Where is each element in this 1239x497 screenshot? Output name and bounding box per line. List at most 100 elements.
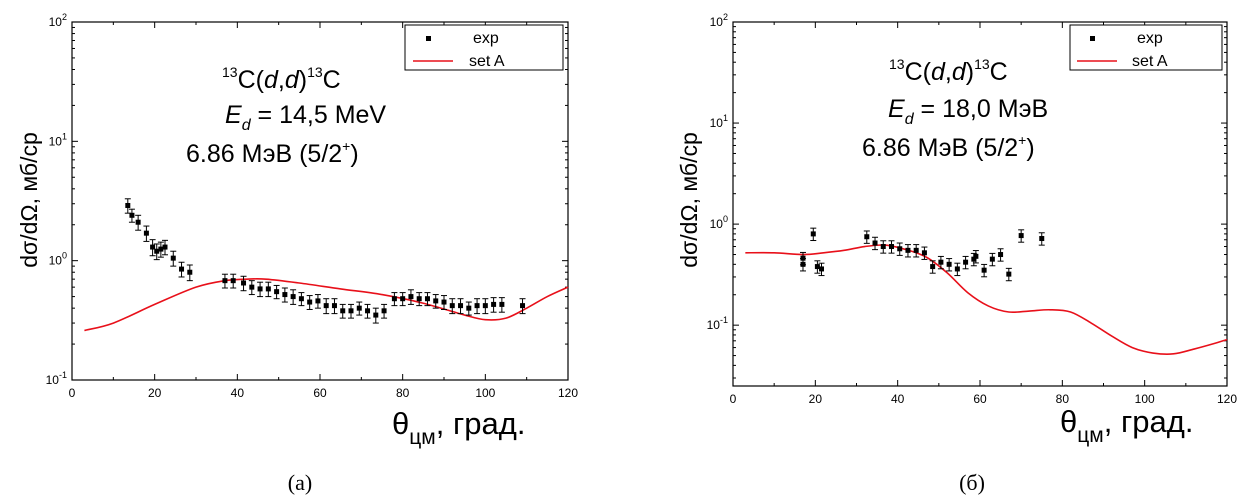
legend-exp-marker	[426, 36, 431, 41]
data-point	[441, 295, 447, 310]
data-point	[937, 255, 944, 270]
data-point	[391, 292, 398, 307]
point-marker	[222, 278, 228, 284]
x-tick-label: 80	[396, 386, 410, 400]
legend-exp-label-b: exp	[1137, 30, 1163, 47]
reaction-annotation-a: 13C(d,d)13C Ed = 14,5 MeV 6.86 МэВ (5/2+…	[186, 64, 386, 168]
data-point	[356, 301, 363, 316]
axis-ticks-a: 0 20 40 60 80 100 120 10-1 100 101 102	[46, 12, 579, 400]
data-point	[178, 261, 185, 278]
data-point	[143, 225, 150, 242]
data-point	[230, 273, 237, 289]
point-marker	[973, 253, 979, 259]
point-marker	[864, 234, 870, 240]
point-marker	[499, 301, 505, 307]
point-marker	[265, 286, 271, 292]
data-point	[449, 298, 456, 315]
point-marker	[179, 266, 185, 272]
point-marker	[170, 255, 176, 261]
data-point	[348, 303, 354, 319]
point-marker	[373, 312, 379, 318]
point-marker	[274, 289, 280, 295]
legend-exp-label: exp	[473, 30, 499, 47]
point-marker	[125, 202, 131, 208]
series-line-b	[745, 244, 1228, 355]
point-marker	[129, 212, 135, 218]
data-point	[273, 284, 280, 300]
point-marker	[938, 259, 944, 265]
point-marker	[135, 219, 141, 225]
data-point	[323, 298, 330, 315]
point-marker	[365, 308, 371, 314]
data-point	[818, 262, 825, 277]
point-marker	[814, 264, 820, 270]
data-point	[331, 298, 338, 315]
data-point	[157, 241, 164, 258]
data-point	[265, 281, 272, 298]
data-point	[498, 297, 505, 313]
point-marker	[913, 247, 919, 253]
x-tick-label: 40	[231, 386, 245, 400]
point-marker	[307, 299, 313, 305]
data-point	[381, 303, 388, 319]
data-point	[399, 292, 406, 307]
svg-text:13C(d,d)13C: 13C(d,d)13C	[222, 64, 341, 94]
point-marker	[810, 231, 816, 237]
point-marker	[1018, 233, 1024, 239]
point-marker	[290, 294, 296, 300]
data-point	[339, 303, 346, 319]
data-point	[904, 244, 911, 258]
data-point	[135, 214, 142, 231]
data-point	[863, 230, 870, 244]
data-points-b	[799, 227, 1045, 282]
point-marker	[872, 240, 878, 246]
point-marker	[356, 305, 362, 311]
x-tick-label: 60	[313, 386, 327, 400]
data-point	[248, 280, 255, 296]
series-line-a	[84, 278, 569, 332]
y-axis-label-a: dσ/dΩ, мб/ср	[16, 132, 42, 268]
data-point	[799, 258, 806, 272]
y-tick-label: 100	[49, 251, 67, 268]
point-marker	[433, 298, 439, 304]
point-marker	[989, 256, 995, 262]
y-tick-label: 10-1	[707, 315, 728, 332]
x-axis-label-b: θцм, град.	[1060, 404, 1193, 447]
legend-b: exp set A	[1069, 24, 1223, 71]
point-marker	[249, 284, 255, 290]
point-marker	[474, 303, 480, 309]
point-marker	[981, 267, 987, 273]
point-marker	[1039, 236, 1045, 242]
point-marker	[154, 248, 160, 254]
y-tick-label: 100	[710, 214, 728, 231]
data-point	[257, 281, 264, 298]
point-marker	[458, 303, 464, 309]
point-marker	[930, 264, 936, 270]
data-point	[314, 294, 321, 309]
point-marker	[491, 301, 497, 307]
point-marker	[241, 280, 247, 286]
data-point	[972, 250, 979, 264]
point-marker	[905, 247, 911, 253]
point-marker	[257, 286, 263, 292]
data-point	[424, 292, 431, 307]
y-axis-label-b: dσ/dΩ, мб/ср	[676, 132, 702, 268]
x-tick-label: 120	[558, 386, 578, 400]
x-tick-label: 20	[809, 392, 823, 406]
svg-text:Ed = 14,5 MeV: Ed = 14,5 MeV	[225, 101, 386, 134]
point-marker	[449, 303, 455, 309]
reaction-annotation-b: 13C(d,d)13C Ed = 18,0 МэВ 6.86 МэВ (5/2+…	[862, 56, 1048, 162]
x-tick-label: 100	[475, 386, 495, 400]
panel-a: 0 20 40 60 80 100 120 10-1 100 101 102 exp set A 1…	[16, 12, 578, 495]
point-marker	[391, 296, 397, 302]
point-marker	[150, 244, 156, 250]
point-marker	[520, 303, 526, 309]
data-point	[872, 236, 879, 251]
data-point	[913, 244, 920, 258]
data-point	[1038, 232, 1045, 246]
point-marker	[331, 303, 337, 309]
point-marker	[482, 303, 488, 309]
y-tick-label: 10-1	[46, 370, 67, 387]
point-marker	[158, 246, 164, 252]
